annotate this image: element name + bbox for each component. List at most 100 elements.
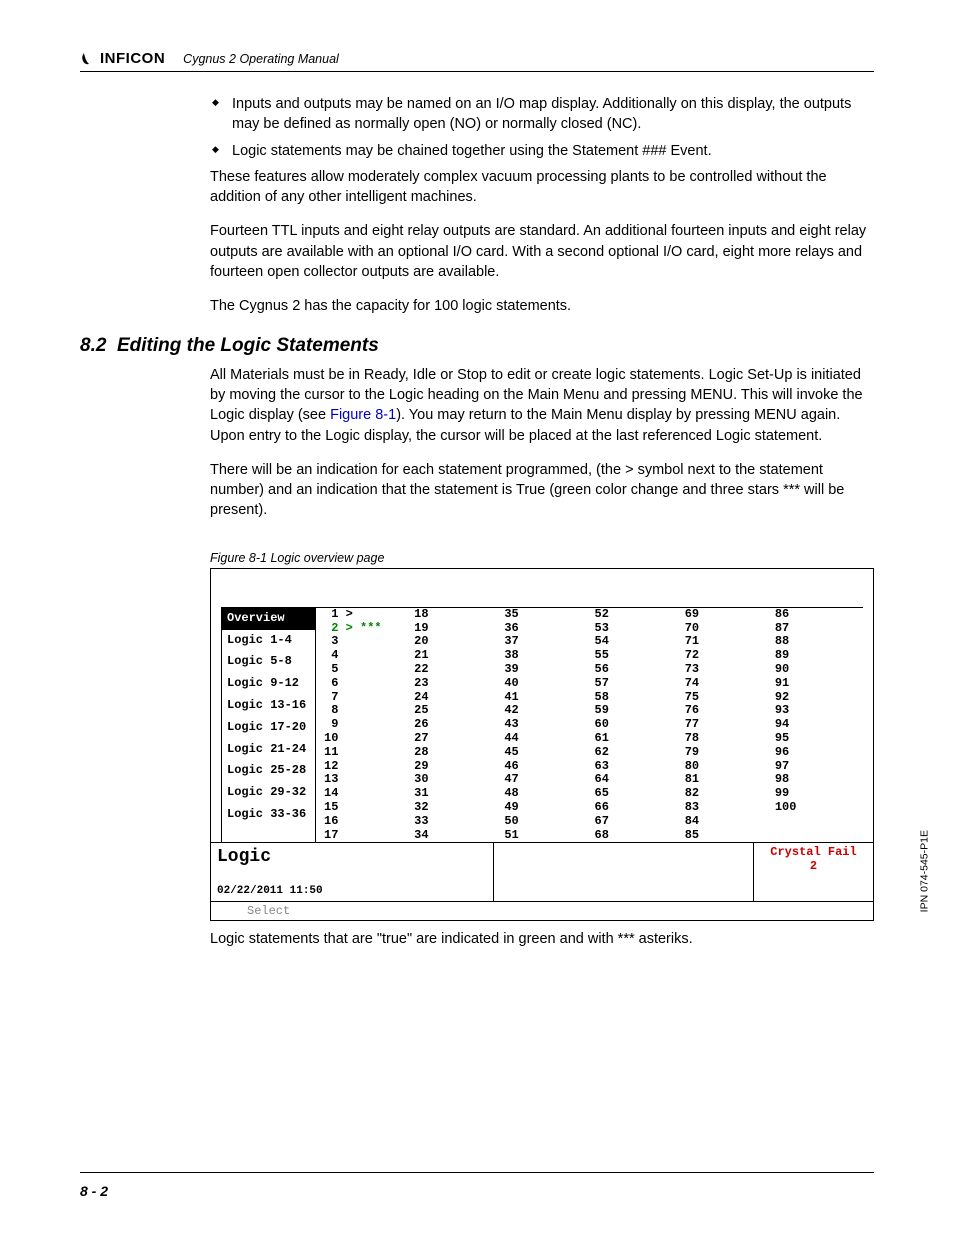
logic-statement[interactable]: 71 (685, 635, 771, 649)
logic-statement[interactable]: 5 (324, 663, 410, 677)
logic-statement[interactable]: 50 (504, 815, 590, 829)
logic-statement[interactable]: 41 (504, 691, 590, 705)
logic-statement[interactable]: 33 (414, 815, 500, 829)
logic-statement[interactable]: 20 (414, 635, 500, 649)
logic-statement[interactable]: 13 (324, 773, 410, 787)
logic-statement[interactable]: 97 (775, 760, 861, 774)
logic-statement[interactable]: 89 (775, 649, 861, 663)
logic-statement[interactable]: 46 (504, 760, 590, 774)
logic-statement[interactable]: 99 (775, 787, 861, 801)
logic-statement[interactable]: 8 (324, 704, 410, 718)
logic-statement[interactable]: 58 (595, 691, 681, 705)
logic-statement[interactable]: 19 (414, 622, 500, 636)
logic-statement[interactable]: 67 (595, 815, 681, 829)
sidebar-item[interactable]: Logic 33-36 (222, 804, 315, 826)
logic-statement[interactable]: 6 (324, 677, 410, 691)
logic-statement[interactable]: 43 (504, 718, 590, 732)
logic-statement[interactable]: 80 (685, 760, 771, 774)
logic-statement[interactable]: 72 (685, 649, 771, 663)
logic-statement[interactable]: 17 (324, 829, 410, 843)
logic-statement[interactable]: 55 (595, 649, 681, 663)
logic-statement[interactable]: 10 (324, 732, 410, 746)
logic-statement[interactable]: 23 (414, 677, 500, 691)
logic-statement[interactable]: 65 (595, 787, 681, 801)
logic-statement[interactable]: 21 (414, 649, 500, 663)
logic-statement[interactable]: 37 (504, 635, 590, 649)
logic-statement[interactable]: 95 (775, 732, 861, 746)
logic-statement[interactable]: 24 (414, 691, 500, 705)
logic-statement[interactable]: 35 (504, 608, 590, 622)
logic-statement[interactable]: 27 (414, 732, 500, 746)
logic-statement[interactable]: 70 (685, 622, 771, 636)
logic-statement[interactable]: 47 (504, 773, 590, 787)
logic-statement[interactable]: 61 (595, 732, 681, 746)
logic-statement[interactable]: 57 (595, 677, 681, 691)
logic-statement[interactable]: 38 (504, 649, 590, 663)
logic-statement[interactable]: 62 (595, 746, 681, 760)
sidebar-item[interactable]: Logic 1-4 (222, 630, 315, 652)
sidebar-item[interactable]: Logic 13-16 (222, 695, 315, 717)
logic-statement[interactable]: 34 (414, 829, 500, 843)
logic-statement[interactable]: 28 (414, 746, 500, 760)
logic-statement[interactable]: 98 (775, 773, 861, 787)
logic-statement[interactable]: 69 (685, 608, 771, 622)
logic-statement[interactable]: 79 (685, 746, 771, 760)
logic-statement[interactable]: 59 (595, 704, 681, 718)
logic-statement[interactable]: 3 (324, 635, 410, 649)
logic-statement[interactable]: 49 (504, 801, 590, 815)
logic-statement[interactable]: 82 (685, 787, 771, 801)
logic-statement[interactable]: 81 (685, 773, 771, 787)
logic-statement[interactable]: 75 (685, 691, 771, 705)
logic-statement[interactable]: 15 (324, 801, 410, 815)
logic-statement[interactable]: 51 (504, 829, 590, 843)
logic-statement[interactable]: 16 (324, 815, 410, 829)
logic-statement[interactable]: 93 (775, 704, 861, 718)
logic-statement[interactable]: 53 (595, 622, 681, 636)
logic-statement[interactable]: 92 (775, 691, 861, 705)
logic-statement[interactable]: 31 (414, 787, 500, 801)
logic-statement[interactable]: 45 (504, 746, 590, 760)
figure-link[interactable]: Figure 8-1 (330, 407, 396, 423)
sidebar-item[interactable]: Logic 29-32 (222, 782, 315, 804)
logic-statement[interactable]: 73 (685, 663, 771, 677)
logic-statement[interactable]: 88 (775, 635, 861, 649)
sidebar-item[interactable]: Overview (222, 608, 315, 630)
logic-statement[interactable]: 90 (775, 663, 861, 677)
logic-statement[interactable]: 32 (414, 801, 500, 815)
logic-statement[interactable]: 22 (414, 663, 500, 677)
logic-statement[interactable]: 26 (414, 718, 500, 732)
sidebar-item[interactable]: Logic 9-12 (222, 673, 315, 695)
logic-statement[interactable]: 7 (324, 691, 410, 705)
logic-statement[interactable]: 76 (685, 704, 771, 718)
logic-statement[interactable]: 25 (414, 704, 500, 718)
logic-statement[interactable]: 29 (414, 760, 500, 774)
sidebar-item[interactable]: Logic 21-24 (222, 739, 315, 761)
logic-statement[interactable]: 85 (685, 829, 771, 843)
logic-statement[interactable]: 96 (775, 746, 861, 760)
logic-statement[interactable]: 40 (504, 677, 590, 691)
logic-statement[interactable]: 91 (775, 677, 861, 691)
logic-statement[interactable]: 78 (685, 732, 771, 746)
logic-statement[interactable]: 60 (595, 718, 681, 732)
logic-statement[interactable]: 63 (595, 760, 681, 774)
logic-statement[interactable]: 83 (685, 801, 771, 815)
logic-statement[interactable]: 74 (685, 677, 771, 691)
sidebar-item[interactable]: Logic 5-8 (222, 651, 315, 673)
logic-statement[interactable]: 100 (775, 801, 861, 815)
logic-statement[interactable]: 1 > (324, 608, 410, 622)
logic-statement[interactable]: 87 (775, 622, 861, 636)
logic-statement[interactable]: 77 (685, 718, 771, 732)
sidebar-item[interactable]: Logic 25-28 (222, 760, 315, 782)
logic-statement[interactable]: 2 > *** (324, 622, 410, 636)
logic-statement[interactable]: 18 (414, 608, 500, 622)
logic-statement[interactable]: 64 (595, 773, 681, 787)
logic-statement[interactable]: 56 (595, 663, 681, 677)
logic-statement[interactable]: 39 (504, 663, 590, 677)
logic-statement[interactable]: 14 (324, 787, 410, 801)
logic-statement[interactable]: 68 (595, 829, 681, 843)
logic-statement[interactable]: 30 (414, 773, 500, 787)
logic-statement[interactable]: 12 (324, 760, 410, 774)
logic-statement[interactable]: 48 (504, 787, 590, 801)
logic-statement[interactable]: 84 (685, 815, 771, 829)
logic-statement[interactable]: 42 (504, 704, 590, 718)
